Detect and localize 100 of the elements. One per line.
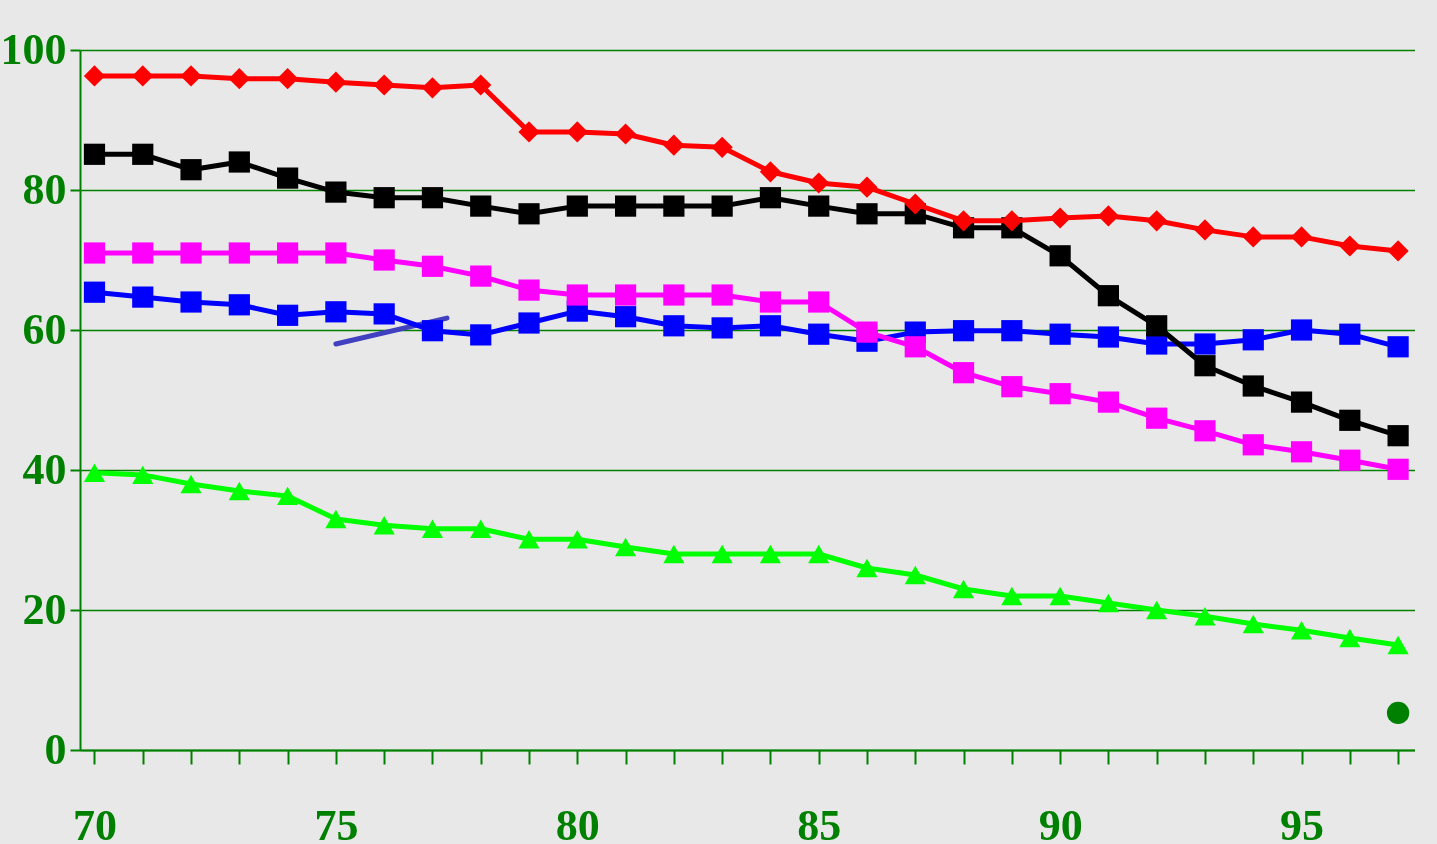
point: [856, 558, 878, 578]
point: [856, 321, 878, 343]
point: [1194, 333, 1216, 355]
point: [325, 71, 347, 93]
point: [1049, 323, 1071, 345]
point: [373, 74, 395, 96]
point: [325, 509, 347, 529]
point: [1049, 383, 1071, 405]
point: [180, 474, 202, 494]
point: [277, 304, 299, 326]
point: [1194, 355, 1216, 377]
point: [132, 465, 154, 485]
point: [470, 265, 492, 287]
point: [1001, 376, 1023, 398]
point: [1194, 219, 1216, 241]
point: [759, 315, 782, 337]
point: [277, 68, 299, 90]
point: [904, 336, 926, 358]
point: [518, 121, 540, 143]
point: [1001, 210, 1023, 232]
point: [566, 530, 588, 549]
point: [808, 195, 830, 217]
point: [228, 481, 250, 501]
point: [1242, 329, 1264, 351]
point: [228, 151, 250, 173]
point: [83, 463, 106, 482]
point: [277, 486, 299, 506]
point: [663, 315, 685, 337]
point: [808, 172, 830, 194]
x-tick-label: 70: [72, 800, 117, 844]
point: [421, 77, 444, 99]
point: [663, 544, 685, 564]
point: [566, 121, 588, 143]
point: [1001, 586, 1023, 606]
y-tick-label: 60: [22, 304, 67, 354]
y-tick-label: 40: [22, 444, 67, 494]
point: [132, 65, 154, 87]
point: [1290, 319, 1313, 341]
point: [228, 294, 250, 316]
point: [856, 176, 878, 198]
point: [470, 324, 492, 346]
point: [1097, 285, 1120, 307]
point: [614, 284, 637, 306]
point: [132, 143, 154, 165]
point: [1387, 635, 1409, 655]
point: [1146, 210, 1168, 232]
point: [373, 187, 395, 209]
point: [373, 303, 395, 325]
point: [614, 537, 637, 557]
point: [470, 519, 492, 538]
point: [711, 317, 733, 339]
point: [952, 362, 975, 384]
point: [518, 279, 540, 301]
point: [663, 284, 685, 306]
point: [808, 323, 830, 345]
point: [470, 195, 492, 217]
point: [1001, 320, 1023, 342]
point: [228, 242, 250, 264]
point: [759, 187, 782, 209]
point: [1387, 425, 1409, 447]
point: [566, 195, 588, 217]
point: [1242, 375, 1264, 397]
point: [1049, 245, 1071, 267]
point: [132, 242, 154, 264]
point: [759, 161, 782, 183]
point: [808, 291, 830, 313]
point: [1242, 226, 1264, 248]
point: [470, 74, 492, 96]
point: [1146, 407, 1168, 429]
point: [1194, 420, 1216, 442]
point: [711, 284, 733, 306]
point: [952, 210, 975, 232]
point: [614, 195, 637, 217]
point: [132, 286, 154, 308]
y-tick-label: 100: [0, 24, 67, 74]
point: [759, 291, 782, 313]
point: [83, 281, 106, 303]
point: [1339, 409, 1361, 431]
point: [325, 181, 347, 203]
point: [1097, 593, 1120, 613]
point: [614, 306, 637, 328]
point: [180, 291, 202, 313]
point: [421, 187, 444, 209]
point: [904, 193, 926, 215]
point: [421, 255, 444, 277]
point: [1290, 391, 1313, 413]
point: [759, 544, 782, 564]
x-tick-label: 80: [555, 800, 600, 844]
point: [663, 195, 685, 217]
point: [1290, 441, 1313, 463]
point: [180, 242, 202, 264]
point: [83, 143, 106, 165]
point: [180, 65, 202, 87]
point: [373, 249, 395, 271]
point: [663, 134, 685, 156]
point: [856, 203, 878, 225]
point: [325, 242, 347, 264]
point: [373, 516, 395, 535]
point: [711, 544, 733, 564]
point: [904, 565, 926, 585]
